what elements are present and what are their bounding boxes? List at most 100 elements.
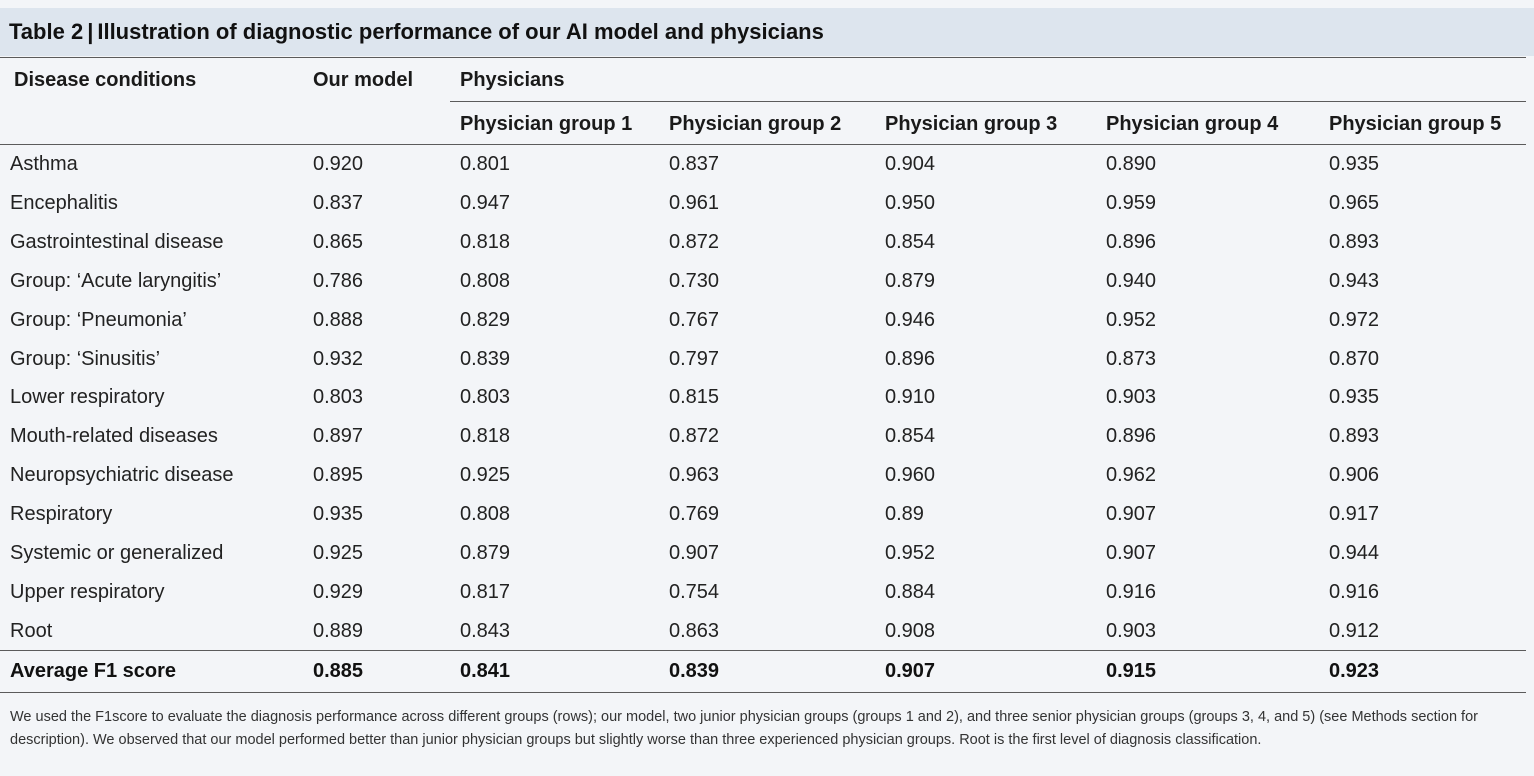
table-bottom-rule [0,692,1526,693]
average-cell: 0.923 [1329,660,1380,682]
row-label: Group: ‘Acute laryngitis’ [10,269,222,292]
table-cell: 0.89 [885,503,924,526]
row-label: Upper respiratory [10,580,165,603]
table-cell: 0.897 [313,425,364,448]
table-cell: 0.873 [1106,347,1157,370]
table-cell: 0.730 [669,269,720,292]
table-cell: 0.837 [669,153,720,175]
table-cell: 0.893 [1329,425,1380,448]
table-cell: 0.935 [1329,153,1380,175]
row-label: Encephalitis [10,191,118,214]
table-cell: 0.907 [1106,542,1157,564]
table-cell: 0.801 [460,153,511,175]
table-cell: 0.815 [669,386,720,409]
row-label: Neuropsychiatric disease [10,464,234,487]
table-cell: 0.808 [460,269,511,292]
table-cell: 0.903 [1106,386,1157,409]
header-physician-group-1: Physician group 1 [460,113,633,135]
table-cell: 0.888 [313,308,364,331]
header-our-model: Our model [313,69,414,91]
table-cell: 0.854 [885,230,936,253]
table-cell: 0.920 [313,153,364,175]
table-cell: 0.889 [313,619,364,642]
table-cell: 0.932 [313,347,364,370]
table-cell: 0.839 [460,347,511,370]
table-cell: 0.972 [1329,308,1380,331]
table-cell: 0.896 [1106,425,1157,448]
row-label: Respiratory [10,503,113,526]
header-physician-group-2: Physician group 2 [669,113,842,135]
table-cell: 0.769 [669,503,720,526]
table-cell: 0.960 [885,464,936,487]
physicians-group-rule [450,101,1526,102]
row-label: Lower respiratory [10,386,165,409]
table-cell: 0.863 [669,619,720,642]
table-cell: 0.893 [1329,230,1380,253]
table-cell: 0.959 [1106,191,1157,214]
table-cell: 0.808 [460,503,511,526]
table-cell: 0.843 [460,619,511,642]
table-cell: 0.803 [313,386,364,409]
table-cell: 0.906 [1329,464,1380,487]
table-cell: 0.940 [1106,269,1157,292]
table-cell: 0.865 [313,230,364,253]
row-label: Group: ‘Sinusitis’ [10,347,161,370]
table-cell: 0.925 [460,464,511,487]
row-label: Root [10,619,53,642]
table-cell: 0.890 [1106,153,1157,175]
header-physician-group-4: Physician group 4 [1106,113,1279,135]
average-cell: 0.907 [885,660,936,682]
table-cell: 0.754 [669,580,720,603]
table-cell: 0.912 [1329,619,1380,642]
row-label: Systemic or generalized [10,542,224,564]
row-label: Group: ‘Pneumonia’ [10,308,187,331]
table-cell: 0.952 [1106,308,1157,331]
table-cell: 0.829 [460,308,511,331]
table-cell: 0.908 [885,619,936,642]
table-cell: 0.950 [885,191,936,214]
table-cell: 0.797 [669,347,720,370]
table-cell: 0.884 [885,580,936,603]
table-cell: 0.952 [885,542,936,564]
average-cell: 0.841 [460,660,511,682]
header-physicians: Physicians [460,69,565,91]
table-cell: 0.837 [313,191,364,214]
header-bottom-rule [0,144,1526,145]
table-cell: 0.896 [885,347,936,370]
header-physician-group-3: Physician group 3 [885,113,1058,135]
table-cell: 0.896 [1106,230,1157,253]
table-cell: 0.907 [1106,503,1157,526]
average-cell: 0.839 [669,660,720,682]
table-cell: 0.872 [669,425,720,448]
table-cell: 0.879 [460,542,511,564]
average-cell: 0.885 [313,660,364,682]
row-label: Mouth-related diseases [10,425,218,448]
table-cell: 0.786 [313,269,364,292]
table-footnote: We used the F1score to evaluate the diag… [10,709,1478,748]
table-cell: 0.879 [885,269,936,292]
title-separator: | [87,19,94,44]
table-cell: 0.870 [1329,347,1380,370]
average-cell: 0.915 [1106,660,1157,682]
table-title: Table 2 | Illustration of diagnostic perfo… [9,19,824,45]
table-cell: 0.943 [1329,269,1380,292]
table-cell: 0.907 [669,542,720,564]
table-cell: 0.916 [1106,580,1157,603]
header-top-rule [0,57,1526,58]
header-disease: Disease conditions [14,69,197,91]
table-cell: 0.818 [460,230,511,253]
table-cell: 0.803 [460,386,511,409]
table-cell: 0.872 [669,230,720,253]
table-cell: 0.818 [460,425,511,448]
table-cell: 0.925 [313,542,364,564]
table-cell: 0.904 [885,153,936,175]
table-cell: 0.854 [885,425,936,448]
table-cell: 0.944 [1329,542,1380,564]
table-cell: 0.817 [460,580,511,603]
table-title-text: Illustration of diagnostic performance o… [97,19,824,44]
row-label: Asthma [10,153,78,175]
table-cell: 0.961 [669,191,720,214]
table-cell: 0.916 [1329,580,1380,603]
table-cell: 0.962 [1106,464,1157,487]
